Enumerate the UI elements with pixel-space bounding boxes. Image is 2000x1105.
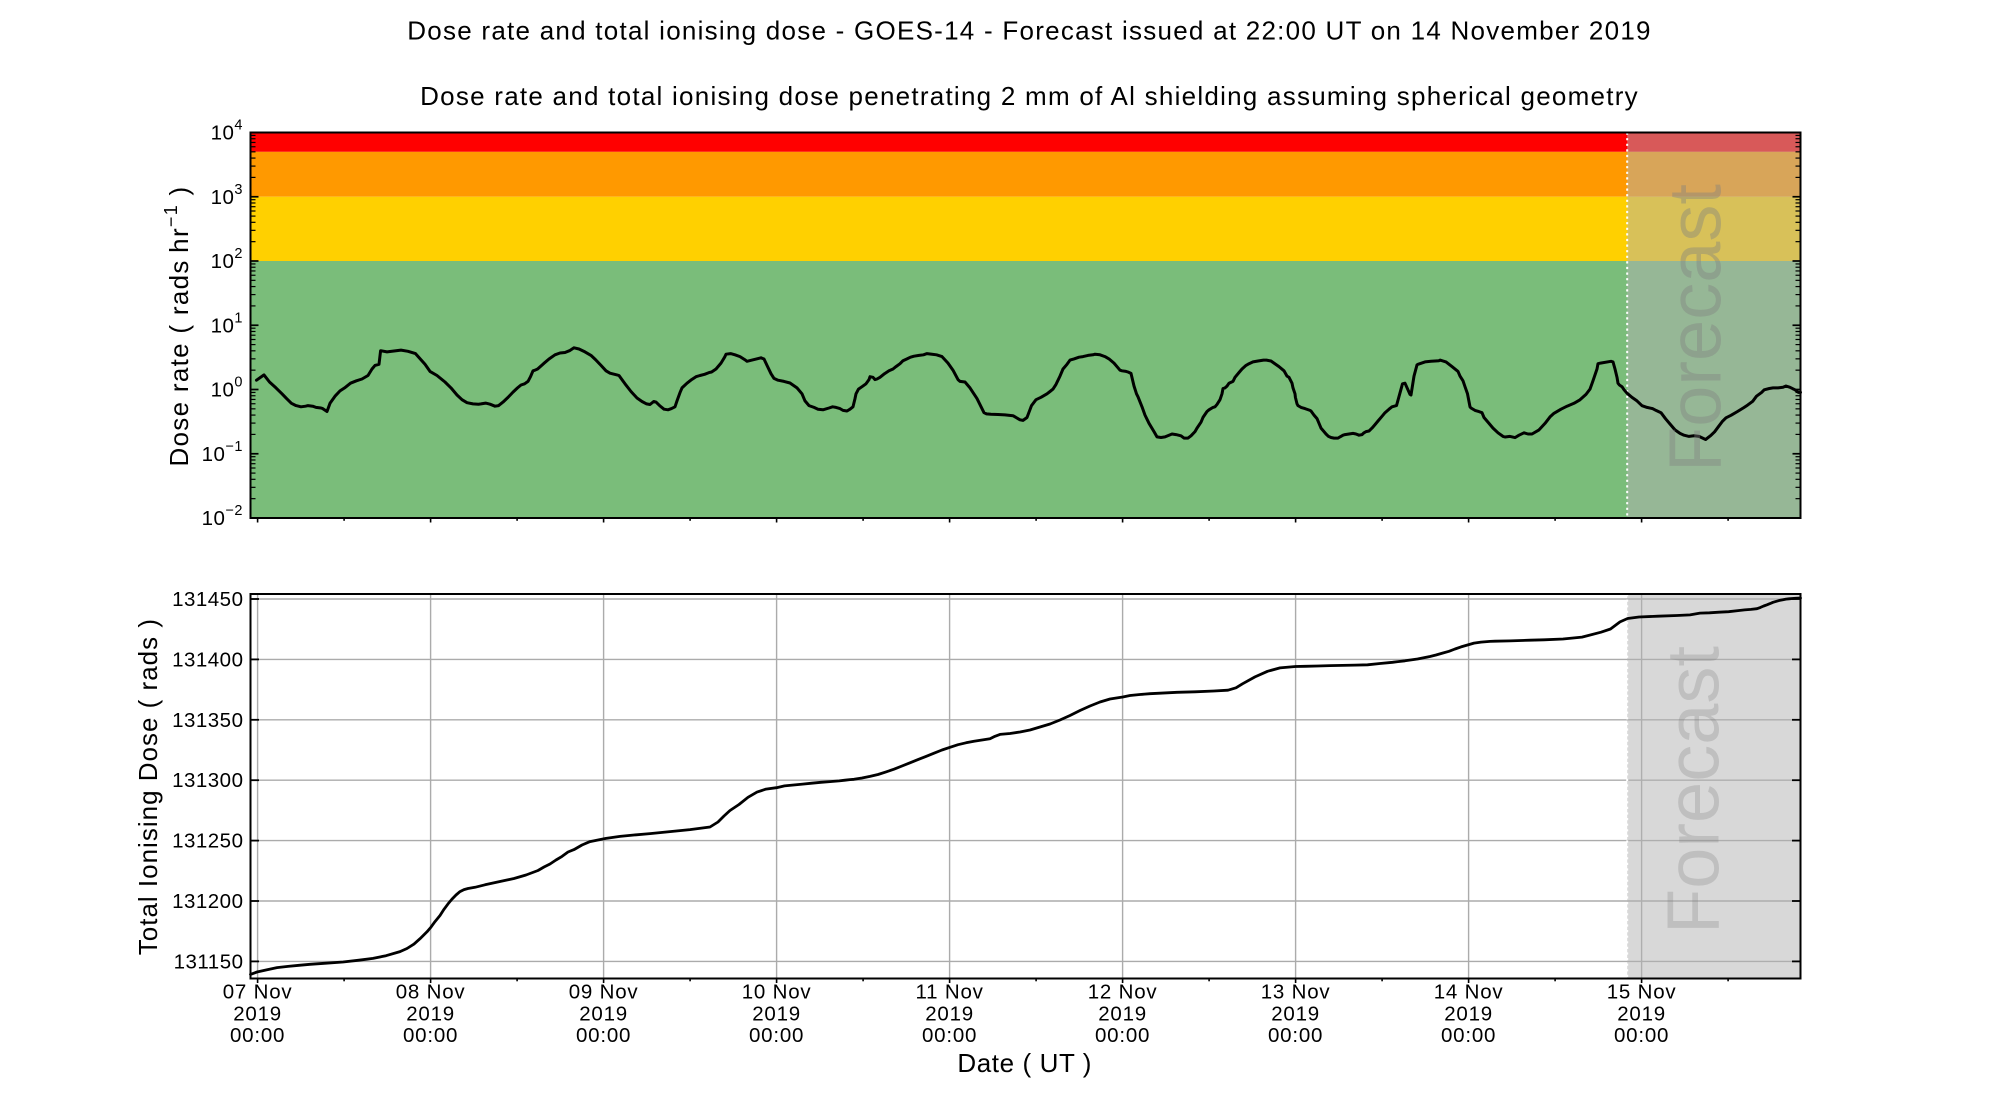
svg-text:15 Nov: 15 Nov (1607, 981, 1677, 1004)
svg-text:2019: 2019 (1098, 1003, 1147, 1026)
svg-text:00:00: 00:00 (403, 1024, 458, 1047)
svg-text:131400: 131400 (172, 648, 243, 671)
svg-text:2019: 2019 (1444, 1003, 1493, 1026)
svg-text:00:00: 00:00 (1441, 1024, 1496, 1047)
svg-text:104: 104 (211, 118, 243, 145)
svg-text:2019: 2019 (579, 1003, 628, 1026)
svg-text:Forecast: Forecast (1652, 646, 1735, 934)
svg-text:08 Nov: 08 Nov (396, 981, 466, 1004)
svg-text:07 Nov: 07 Nov (223, 981, 293, 1004)
svg-text:Dose rate ( rads hr−1 ): Dose rate ( rads hr−1 ) (161, 185, 194, 466)
svg-text:11 Nov: 11 Nov (915, 981, 983, 1004)
svg-text:2019: 2019 (406, 1003, 455, 1026)
svg-text:00:00: 00:00 (230, 1024, 285, 1047)
svg-text:2019: 2019 (752, 1003, 801, 1026)
svg-text:00:00: 00:00 (1095, 1024, 1150, 1047)
svg-text:00:00: 00:00 (1268, 1024, 1323, 1047)
svg-text:Total Ionising Dose ( rads ): Total Ionising Dose ( rads ) (133, 618, 163, 955)
svg-text:00:00: 00:00 (576, 1024, 631, 1047)
svg-text:Dose rate and total ionising d: Dose rate and total ionising dose - GOES… (407, 16, 1652, 46)
svg-text:2019: 2019 (233, 1003, 282, 1026)
svg-text:2019: 2019 (925, 1003, 974, 1026)
svg-text:12 Nov: 12 Nov (1088, 981, 1158, 1004)
svg-text:131350: 131350 (172, 709, 243, 732)
svg-text:13 Nov: 13 Nov (1261, 981, 1331, 1004)
svg-text:00:00: 00:00 (749, 1024, 804, 1047)
svg-text:131300: 131300 (172, 769, 243, 792)
svg-text:131200: 131200 (172, 890, 243, 913)
svg-text:00:00: 00:00 (922, 1024, 977, 1047)
svg-text:2019: 2019 (1617, 1003, 1666, 1026)
svg-text:10 Nov: 10 Nov (742, 981, 812, 1004)
svg-text:Forecast: Forecast (1654, 184, 1737, 472)
svg-text:131450: 131450 (172, 588, 243, 611)
svg-text:Dose rate and total ionising d: Dose rate and total ionising dose penetr… (420, 81, 1639, 111)
svg-text:Date ( UT ): Date ( UT ) (957, 1048, 1092, 1078)
svg-text:14 Nov: 14 Nov (1434, 981, 1504, 1004)
svg-text:131250: 131250 (172, 830, 243, 853)
svg-text:09 Nov: 09 Nov (569, 981, 639, 1004)
svg-text:2019: 2019 (1271, 1003, 1320, 1026)
svg-text:131150: 131150 (174, 950, 244, 973)
svg-text:00:00: 00:00 (1614, 1024, 1669, 1047)
